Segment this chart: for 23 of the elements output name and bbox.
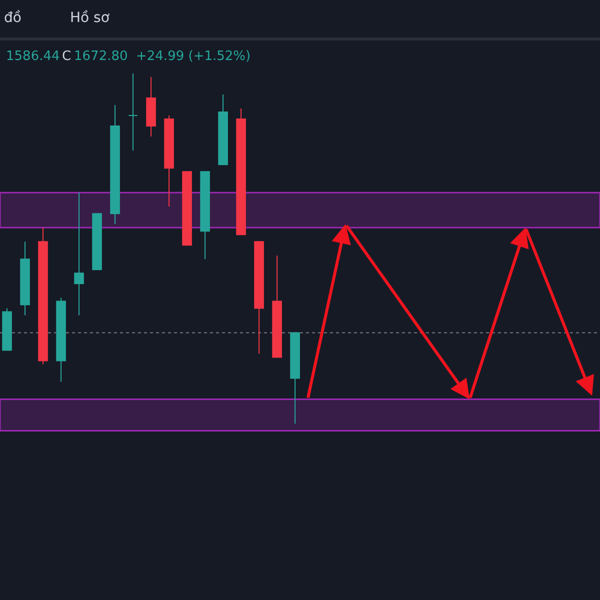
candlestick [128,73,138,152]
candlestick [272,255,282,358]
candlestick [38,227,48,365]
candlestick [236,108,246,236]
text: đồ [4,10,22,26]
text: C [62,49,72,64]
text: Hồ sơ [70,10,110,26]
text: 1586.44 [6,49,60,64]
candlestick [56,297,66,382]
candlestick [92,213,102,270]
candlestick [254,241,264,354]
candlestick [290,332,300,424]
text: 1672.80 [74,49,128,64]
text: +24.99 (+1.52%) [136,49,251,64]
candlestick [146,76,156,138]
candlestick [110,104,120,225]
candlestick [20,241,30,316]
candlestick [182,171,192,246]
candlestick [164,115,174,208]
candlestick [218,94,228,166]
candlestick [74,192,84,316]
candlestick [200,171,210,260]
candlestick [2,308,12,351]
